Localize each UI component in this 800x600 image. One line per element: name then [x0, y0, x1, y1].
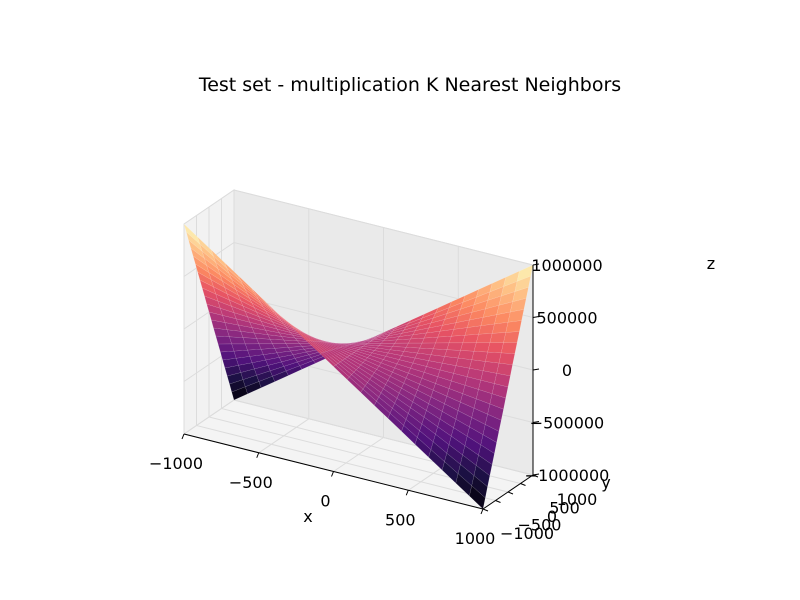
surface-facet-18-14: [460, 342, 477, 352]
x-tick-label-1: −500: [229, 473, 273, 492]
surface-facet-14-15: [407, 337, 425, 344]
x-tick-label-4: 1000: [455, 529, 496, 548]
x-axis-label: x: [303, 507, 312, 526]
surface-facet-4-15: [272, 343, 289, 349]
z-tick-label-3: 500000: [536, 309, 597, 328]
x-tick-0: [181, 433, 185, 440]
surface-facet-21-16: [505, 320, 522, 333]
y-tick-3: [520, 483, 526, 486]
surface-facet-1-15: [231, 343, 248, 352]
surface-facet-21-19: [512, 286, 529, 303]
z-tick-label-4: 1000000: [531, 256, 602, 275]
y-tick-label-0: −1000: [500, 524, 554, 543]
y-axis-label: y: [601, 473, 610, 492]
x-tick-3: [405, 490, 409, 496]
chart-title: Test set - multiplication K Nearest Neig…: [198, 74, 621, 96]
surface-facet-0-15: [217, 343, 235, 353]
surface-facet-21-2: [473, 464, 491, 488]
z-tick-0: [532, 473, 540, 476]
surface-facet-2-15: [244, 343, 262, 351]
surface-facet-21-4: [478, 444, 495, 466]
surface-facet-21-9: [489, 393, 506, 410]
surface-facet-21-5: [480, 434, 497, 454]
x-tick-2: [331, 471, 334, 477]
surface-facet-16-14: [432, 342, 450, 350]
z-tick-1: [532, 421, 540, 423]
surface-facet-16-15: [435, 335, 452, 344]
z-tick-4: [532, 263, 540, 266]
x-tick-label-3: 500: [385, 510, 416, 529]
surface-facet-18-15: [462, 334, 479, 344]
x-tick-label-2: 0: [320, 492, 330, 511]
z-axis-label: z: [707, 254, 715, 273]
surface-facet-17-14: [446, 342, 464, 351]
surface-facet-17-15: [448, 335, 466, 344]
surface-facet-3-15: [258, 343, 276, 350]
y-tick-label-3: 500: [549, 499, 580, 518]
surface-facet-21-10: [491, 383, 509, 399]
x-tick-label-0: −1000: [149, 454, 203, 473]
surface-facet-20-14: [487, 342, 504, 354]
axes: [181, 263, 540, 515]
surface-facet-0-16: [220, 350, 237, 361]
surface-facet-21-8: [487, 403, 504, 421]
x-tick-1: [256, 452, 260, 458]
surface-facet-21-6: [482, 424, 500, 443]
surface-facet-15-15: [421, 336, 439, 344]
x-tick-4: [480, 508, 484, 515]
surface-facet-21-15: [503, 331, 520, 343]
surface-facet-19-14: [473, 342, 491, 353]
z-tick-2: [532, 368, 540, 371]
y-tick-label-2: 0: [547, 507, 557, 526]
z-tick-label-0: −1000000: [525, 466, 610, 485]
z-grid-line-4: [183, 189, 534, 266]
surface-facet-21-11: [494, 373, 511, 388]
y-tick-0: [482, 508, 489, 512]
surface-facet-21-13: [498, 352, 516, 366]
surface-facet-20-16: [491, 322, 509, 334]
surface-facet-20-15: [489, 332, 507, 344]
surface-facet-21-3: [475, 454, 493, 477]
z-tick-3: [532, 316, 540, 318]
surface-facet-21-14: [500, 342, 518, 354]
y-tick-1: [495, 500, 501, 503]
surface-facet-19-15: [475, 333, 493, 344]
y-tick-label-1: −500: [518, 516, 562, 535]
surface-facet-20-13: [485, 351, 502, 364]
z-tick-label-1: −500000: [530, 414, 604, 433]
surface-mesh: [183, 223, 534, 510]
z-tick-label-2: 0: [562, 361, 572, 380]
surface-facet-21-0: [469, 485, 486, 510]
y-tick-label-4: 1000: [557, 490, 598, 509]
y-tick-2: [507, 491, 514, 495]
surface-facet-21-12: [496, 362, 513, 377]
